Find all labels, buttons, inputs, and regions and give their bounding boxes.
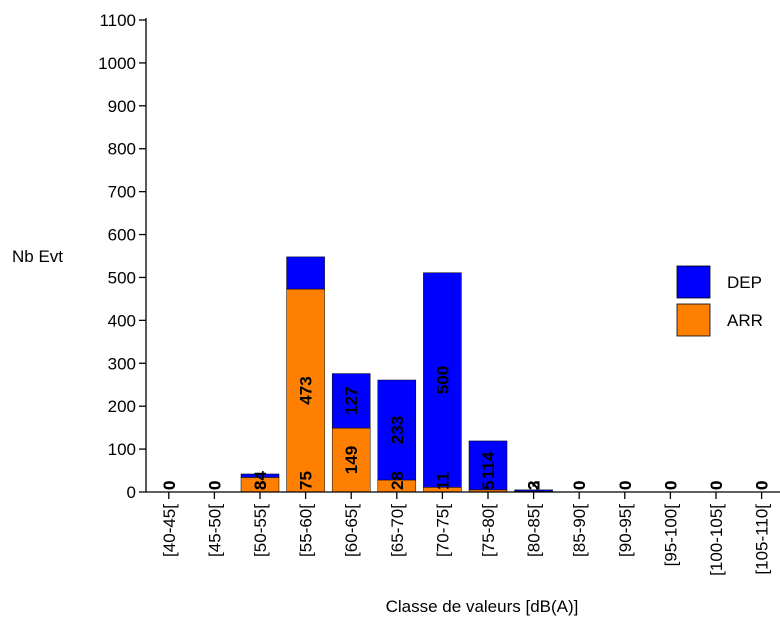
data-label-dep: 8: [251, 481, 270, 490]
data-label-dep: 0: [160, 481, 179, 490]
data-label-dep: 3: [525, 481, 544, 490]
x-tick-label: [75-80[: [479, 504, 498, 557]
data-label-arr: 0: [160, 481, 179, 490]
data-label-arr: 0: [661, 481, 680, 490]
data-label-dep: 0: [661, 481, 680, 490]
y-tick-label: 400: [108, 311, 136, 330]
legend-swatch-arr: [676, 303, 711, 337]
data-label-dep: 127: [342, 387, 361, 415]
bar-dep: [423, 272, 462, 488]
bar-dep: [240, 473, 280, 478]
data-label-arr: 0: [570, 481, 589, 490]
x-tick-label: [85-90[: [570, 504, 589, 557]
x-tick-label: [80-85[: [525, 504, 544, 557]
data-label-arr: 0: [707, 481, 726, 490]
y-axis: 0 100 200 300 400 500 600 700 800 900 1000 1100: [98, 11, 147, 502]
data-label-arr: 0: [753, 481, 772, 490]
y-tick-label: 900: [108, 97, 136, 116]
x-tick-label: [45-50[: [205, 504, 224, 557]
bar-dep: [286, 256, 325, 290]
y-tick-label: 600: [108, 226, 136, 245]
x-tick-label: [70-75[: [433, 504, 452, 557]
y-axis-title: Nb Evt: [12, 247, 63, 266]
legend: DEP ARR: [672, 256, 780, 344]
bar-dep: [468, 440, 508, 491]
y-tick-label: 100: [108, 440, 136, 459]
x-tick-label: [60-65[: [342, 504, 361, 557]
data-label-dep: 233: [388, 416, 407, 444]
data-label-dep: 0: [205, 481, 224, 490]
x-tick-label: [65-70[: [388, 504, 407, 557]
data-label-dep: 500: [433, 366, 452, 394]
bar-dep: [331, 373, 371, 429]
bar-dep: [377, 379, 417, 481]
x-tick-label: [105-110[: [753, 504, 772, 575]
data-label-dep: 0: [753, 481, 772, 490]
data-label-dep: 0: [616, 481, 635, 490]
x-tick-label: [95-100[: [661, 504, 680, 567]
y-tick-label: 0: [127, 483, 136, 502]
x-axis: [40-45[ [45-50[ [50-55[ [55-60[ [60-65[ [65-7…: [146, 491, 780, 576]
y-tick-label: 500: [108, 268, 136, 287]
x-tick-label: [50-55[: [251, 504, 270, 557]
data-label-dep: 75: [297, 471, 316, 490]
data-label-arr: 5: [479, 481, 498, 490]
y-tick-label: 700: [108, 183, 136, 202]
y-tick-label: 1000: [98, 54, 136, 73]
data-label-arr: 2: [525, 481, 544, 490]
data-label-dep: 0: [707, 481, 726, 490]
legend-swatch-dep: [676, 265, 711, 299]
x-axis-title: Classe de valeurs [dB(A)]: [386, 597, 579, 616]
data-label-arr: 34: [251, 471, 270, 490]
data-label-arr: 28: [388, 471, 407, 490]
y-tick-label: 1100: [99, 11, 136, 30]
legend-label-arr: ARR: [727, 311, 763, 330]
bar-dep: [514, 489, 553, 492]
data-label-dep: 0: [570, 481, 589, 490]
data-label-arr: 149: [342, 446, 361, 474]
data-label-arr: 473: [297, 376, 316, 404]
x-tick-label: [40-45[: [160, 504, 179, 557]
y-tick-label: 200: [108, 397, 136, 416]
x-tick-label: [100-105[: [707, 504, 726, 576]
x-tick-label: [90-95[: [616, 504, 635, 557]
data-label-dep: 114: [479, 451, 498, 479]
y-tick-label: 800: [108, 140, 136, 159]
data-label-arr: 11: [433, 472, 452, 490]
data-label-arr: 0: [205, 481, 224, 490]
x-tick-label: [55-60[: [297, 504, 316, 557]
y-tick-label: 300: [108, 354, 136, 373]
data-label-arr: 0: [616, 481, 635, 490]
legend-label-dep: DEP: [727, 273, 762, 292]
